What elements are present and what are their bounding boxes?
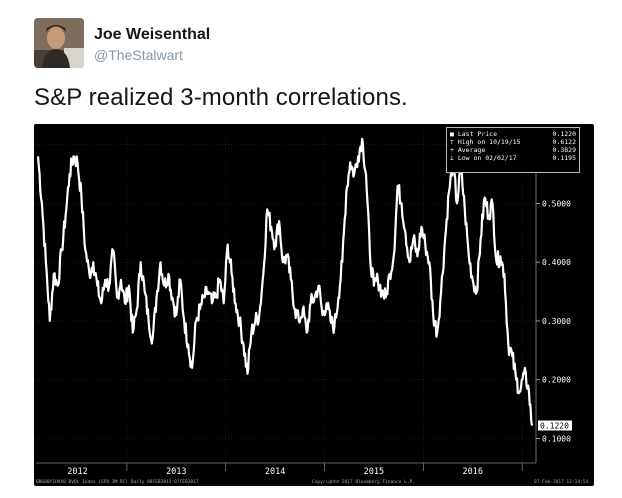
last-value-marker: 0.1220 — [538, 420, 572, 431]
y-tick-label: 0.3000 — [542, 317, 571, 326]
author-name[interactable]: Joe Weisenthal — [94, 26, 211, 43]
chart-grid — [36, 130, 536, 463]
y-tick-label: 0.2000 — [542, 376, 571, 385]
author-handle[interactable]: @TheStalwart — [94, 47, 183, 63]
x-tick-label: 2014 — [265, 467, 285, 477]
avatar-photo-icon — [34, 18, 84, 68]
chart-footer-source: BBG00Y1HVX8 BVOL Index (SPX 3M RC) Daily… — [36, 479, 199, 485]
low-marker-icon: ⊥ — [450, 154, 454, 162]
chart-footer-copyright: Copyright© 2017 Bloomberg Finance L.P. — [312, 479, 415, 485]
chart-footer-timestamp: 07-Feb-2017 12:14:54 — [534, 479, 588, 485]
x-tick-label: 2015 — [364, 467, 384, 477]
average-marker-icon: + — [450, 146, 454, 154]
y-tick-label: 0.5000 — [542, 199, 571, 208]
legend-low: ⊥ Low on 02/02/17 0.1195 — [450, 154, 576, 162]
last-value-label: 0.1220 — [540, 422, 569, 431]
chart-legend: ■ Last Price 0.1220 ⊤ High on 10/19/15 0… — [446, 127, 580, 173]
x-tick-label: 2012 — [67, 467, 87, 477]
legend-last-price: ■ Last Price 0.1220 — [450, 130, 576, 138]
legend-average: + Average 0.3829 — [450, 146, 576, 154]
y-tick-label: 0.1000 — [542, 434, 571, 443]
legend-square-icon: ■ — [450, 130, 454, 138]
x-tick-label: 2016 — [462, 467, 482, 477]
high-marker-icon: ⊤ — [450, 138, 454, 146]
y-tick-label: 0.4000 — [542, 258, 571, 267]
legend-high: ⊤ High on 10/19/15 0.6122 — [450, 138, 576, 146]
x-axis: 2012 2013 2014 2015 2016 — [36, 462, 536, 477]
avatar[interactable] — [34, 18, 84, 68]
series-line — [36, 137, 534, 426]
tweet-text: S&P realized 3-month correlations. — [34, 84, 408, 111]
tweet-header: Joe Weisenthal @TheStalwart — [34, 18, 594, 68]
x-tick-label: 2013 — [166, 467, 186, 477]
